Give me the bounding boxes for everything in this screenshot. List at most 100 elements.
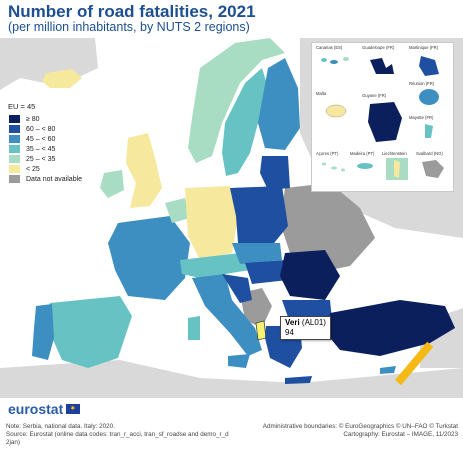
legend-item: Data not available	[8, 174, 82, 184]
inset-label: Malta	[316, 91, 327, 96]
legend-label: 45 – < 60	[26, 135, 56, 143]
turkey	[326, 300, 455, 356]
eurostat-logo: eurostat	[8, 401, 81, 417]
inset-shape	[419, 56, 439, 76]
sweden	[222, 68, 268, 176]
inset-label: Mayotte (FR)	[409, 115, 434, 120]
inset-panel: Canarias (ES) Guadeloupe (FR) Martinique…	[311, 42, 454, 192]
note-line: 2jan)	[6, 439, 21, 446]
inset-shape	[386, 158, 408, 180]
inset-shape	[322, 162, 345, 172]
germany	[185, 186, 238, 260]
inset-label: Guyane (FR)	[362, 93, 387, 98]
inset-label: Svalbard (NO)	[416, 151, 443, 156]
inset-martinique: Martinique (FR)	[409, 45, 449, 80]
legend-swatch	[8, 164, 21, 174]
legend-item: 45 – < 60	[8, 134, 82, 144]
tooltip-region-code: (AL01)	[301, 318, 326, 327]
legend-item: < 25	[8, 164, 82, 174]
united-kingdom	[126, 133, 162, 208]
legend-item: 25 – < 35	[8, 154, 82, 164]
spain	[50, 296, 132, 368]
legend-swatch	[8, 144, 21, 154]
inset-shape	[325, 104, 347, 118]
portugal	[32, 304, 54, 360]
inset-label: Açores (PT)	[316, 151, 339, 156]
legend-header: EU = 45	[8, 102, 36, 111]
map-subtitle: (per million inhabitants, by NUTS 2 regi…	[8, 20, 250, 34]
inset-label: Madeira (PT)	[350, 151, 375, 156]
baltics	[260, 156, 290, 190]
legend-item: 60 – < 80	[8, 124, 82, 134]
inset-shape	[321, 57, 349, 64]
ukraine-belarus-nodata	[280, 183, 375, 273]
source-note: Note: Serbia, national data. Italy: 2020…	[6, 423, 238, 447]
crete	[285, 376, 312, 384]
cyprus	[380, 366, 396, 374]
norway	[188, 38, 285, 163]
inset-shape	[368, 102, 402, 142]
legend-swatch	[8, 134, 21, 144]
legend-swatch	[8, 174, 21, 184]
inset-label: Réunion (FR)	[409, 81, 435, 86]
switzerland-austria	[180, 253, 250, 278]
inset-label: Martinique (FR)	[409, 45, 439, 50]
credits: Administrative boundaries: © EuroGeograp…	[258, 423, 458, 439]
inset-shape	[370, 58, 394, 74]
romania	[280, 250, 340, 300]
legend-label: 60 – < 80	[26, 125, 56, 133]
tooltip-value: 94	[285, 328, 294, 337]
inset-madeira: Madeira (PT)	[350, 151, 380, 176]
inset-svalbard: Svalbard (NO)	[416, 151, 450, 182]
sardinia	[188, 316, 200, 340]
logo-text: eurostat	[8, 401, 64, 417]
inset-label: Guadeloupe (FR)	[362, 45, 395, 50]
legend-swatch	[8, 154, 21, 164]
inset-shape	[419, 89, 439, 105]
inset-shape	[425, 124, 433, 138]
hungary	[245, 260, 288, 284]
legend-item: ≥ 80	[8, 114, 82, 124]
note-line: Note: Serbia, national data. Italy: 2020…	[6, 423, 115, 430]
inset-canarias: Canarias (ES)	[316, 45, 356, 68]
inset-shape	[357, 163, 373, 169]
legend-label: ≥ 80	[26, 115, 40, 123]
finland	[258, 58, 300, 150]
croatia-slovenia	[222, 274, 252, 303]
inset-guadeloupe: Guadeloupe (FR)	[362, 45, 402, 80]
map-legend: EU = 45 ≥ 80 60 – < 80 45 – < 60 35 – < …	[8, 102, 82, 184]
region-tooltip: Veri (AL01) 94	[280, 316, 331, 340]
tooltip-region-name: Veri	[285, 318, 300, 327]
italy	[192, 274, 262, 356]
albania-veri[interactable]	[255, 320, 267, 341]
inset-label: Canarias (ES)	[316, 45, 343, 50]
map-title: Number of road fatalities, 2021	[8, 2, 256, 21]
inset-label: Liechtenstein	[382, 151, 407, 156]
france	[108, 216, 190, 300]
iceland	[42, 69, 82, 88]
credit-line: Cartography: Eurostat – IMAGE, 11/2023	[343, 431, 458, 438]
inset-liechtenstein: Liechtenstein	[382, 151, 412, 182]
legend-swatch	[8, 114, 21, 124]
north-africa-outside	[0, 360, 463, 398]
legend-swatch	[8, 124, 21, 134]
legend-label: < 25	[26, 165, 40, 173]
note-line: Source: Eurostat (online data codes: tra…	[6, 431, 229, 438]
inset-guyane: Guyane (FR)	[362, 93, 406, 146]
inset-reunion: Réunion (FR)	[409, 81, 449, 108]
poland	[230, 186, 288, 248]
legend-label: Data not available	[26, 175, 83, 183]
benelux	[165, 198, 190, 223]
legend-item: 35 – < 45	[8, 144, 82, 154]
legend-label: 35 – < 45	[26, 145, 56, 153]
inset-shape	[422, 160, 444, 178]
eu-flag-icon	[66, 404, 81, 414]
inset-azores: Açores (PT)	[316, 151, 350, 176]
sicily	[228, 354, 250, 368]
inset-mayotte: Mayotte (FR)	[409, 115, 449, 142]
ireland	[100, 170, 124, 198]
legend-label: 25 – < 35	[26, 155, 56, 163]
inset-malta: Malta	[316, 91, 356, 126]
czechia-slovakia	[232, 243, 282, 264]
credit-line: Administrative boundaries: © EuroGeograp…	[262, 423, 458, 430]
